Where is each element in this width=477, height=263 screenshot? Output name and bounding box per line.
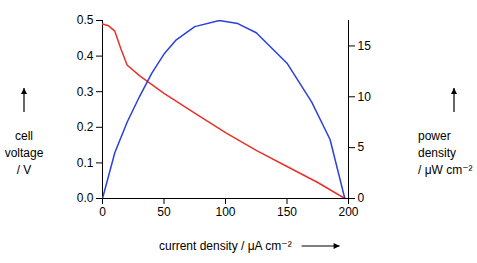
svg-text:0.4: 0.4	[77, 49, 94, 63]
svg-text:0.0: 0.0	[77, 191, 94, 205]
html-text:power: power	[418, 129, 451, 143]
html-text:cell: cell	[15, 129, 33, 143]
svg-text:200: 200	[338, 205, 358, 219]
svg-text:0.3: 0.3	[77, 85, 94, 99]
svg-text:15: 15	[358, 39, 372, 53]
svg-text:5: 5	[358, 140, 365, 154]
html-text:density: density	[418, 146, 456, 160]
svg-text:0: 0	[99, 205, 106, 219]
html-text:current density / μA cm⁻²: current density / μA cm⁻²	[159, 239, 292, 253]
svg-text:0: 0	[358, 191, 365, 205]
svg-text:0.2: 0.2	[77, 120, 94, 134]
svg-text:10: 10	[358, 90, 372, 104]
html-text:voltage: voltage	[4, 146, 44, 160]
svg-text:0.5: 0.5	[77, 13, 94, 27]
svg-text:50: 50	[157, 205, 171, 219]
svg-text:0.1: 0.1	[77, 156, 94, 170]
html-text:/ μW cm⁻²: / μW cm⁻²	[418, 163, 473, 177]
svg-text:100: 100	[215, 205, 235, 219]
svg-text:150: 150	[277, 205, 297, 219]
html-text:/ V: / V	[16, 163, 32, 177]
